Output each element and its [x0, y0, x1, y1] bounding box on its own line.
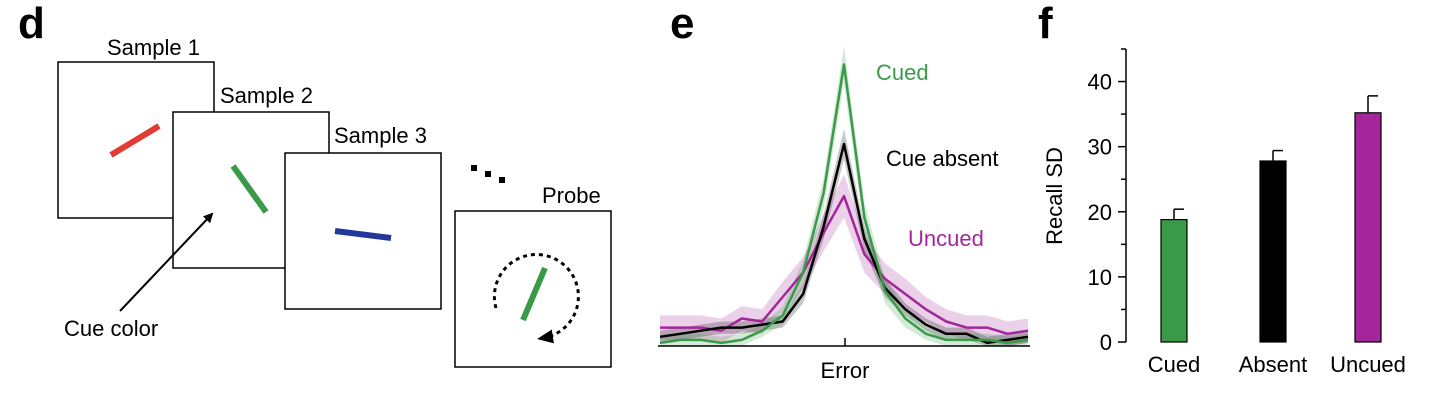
series-line-1: [659, 142, 1029, 345]
x-tick-label-uncued: Uncued: [1330, 352, 1406, 377]
bar-absent: [1259, 160, 1287, 343]
y-tick-label: 20: [1088, 200, 1112, 225]
y-axis-title: Recall SD: [1042, 147, 1067, 245]
ellipsis-dots: [471, 165, 505, 183]
ellipsis-dot: [471, 165, 477, 171]
sample-2-bar: [230, 164, 269, 214]
cue-arrow-icon: [119, 212, 214, 312]
probe-bar: [520, 266, 548, 322]
probe-frame-group: Probe: [454, 183, 612, 368]
y-tick-label: 10: [1088, 265, 1112, 290]
panel-d: d Sample 1 Sample 2 Sample 3 Pr: [18, 0, 612, 368]
panel-f: f 0 10 20 30 40 Recall SD Cued Absent Uncued: [1038, 0, 1406, 377]
series-label-2: Uncued: [908, 226, 984, 251]
bar-uncued: [1354, 112, 1382, 343]
series-label-1: Cue absent: [886, 146, 999, 171]
bar-cued: [1160, 218, 1188, 343]
probe-label: Probe: [542, 183, 601, 208]
recall-sd-bar-chart: 0 10 20 30 40 Recall SD Cued Absent Uncued: [1042, 48, 1406, 377]
ellipsis-dot: [485, 171, 491, 177]
sample-1-bar: [109, 123, 161, 158]
series-line-0: [659, 63, 1029, 345]
panel-e: e Cued Cue absent Uncued Error: [658, 0, 1030, 383]
x-axis-label: Error: [821, 358, 870, 383]
panel-letter-d: d: [18, 0, 45, 48]
y-tick-label: 0: [1100, 330, 1112, 355]
series-label-0: Cued: [876, 60, 929, 85]
ellipsis-dot: [499, 177, 505, 183]
y-tick-label: 30: [1088, 135, 1112, 160]
y-tick-label: 40: [1088, 70, 1112, 95]
error-distribution-chart: Cued Cue absent Uncued: [659, 46, 1029, 346]
cue-color-label: Cue color: [64, 316, 158, 341]
sample-3-label: Sample 3: [334, 123, 427, 148]
sample-2-label: Sample 2: [220, 83, 313, 108]
sample-3-frame-group: Sample 3: [284, 123, 442, 310]
sample-1-label: Sample 1: [107, 35, 200, 60]
panel-letter-f: f: [1038, 0, 1053, 48]
series-band-2: [660, 174, 1028, 346]
sample-3-bar: [334, 228, 392, 241]
panel-letter-e: e: [670, 0, 694, 48]
series-line-2: [660, 194, 1029, 336]
x-tick-label-cued: Cued: [1148, 352, 1201, 377]
x-tick-label-absent: Absent: [1239, 352, 1308, 377]
sample-3-frame: [284, 152, 442, 310]
